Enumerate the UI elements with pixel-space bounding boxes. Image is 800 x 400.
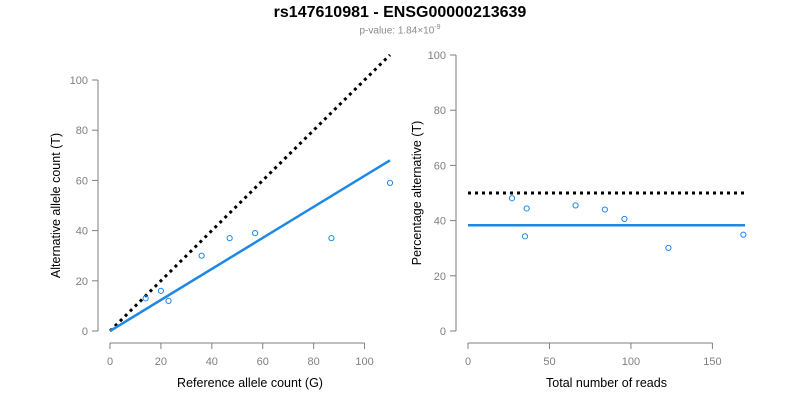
x-tick-label: 80 [308,356,320,368]
data-point [523,205,530,212]
data-point [226,235,233,242]
y-tick-label: 40 [76,226,88,238]
data-point [157,287,165,294]
y-tick-label: 20 [76,276,88,288]
x-tick-label: 0 [107,356,113,368]
y-axis-title: Alternative allele count (T) [49,133,63,278]
data-point [521,233,529,240]
data-point [601,206,608,213]
data-point [142,295,149,302]
x-tick-label: 20 [155,356,167,368]
fit-line [109,159,391,333]
data-point [165,297,172,304]
data-point [665,244,672,252]
x-tick-label: 150 [703,356,721,368]
data-point [572,202,579,209]
data-point [386,179,394,187]
y-tick-label: 0 [440,326,446,338]
x-axis-title: Total number of reads [546,376,667,390]
y-tick-label: 100 [70,75,88,87]
x-axis-title: Reference allele count (G) [177,376,323,390]
percentage-plot: 0 20 40 60 80 100 0 50 100 150 Total number of rea… [410,50,747,390]
x-tick-label: 0 [465,356,471,368]
pvalue-label: p-value: 1.84 [359,25,418,37]
data-point [251,230,259,237]
reference-line [108,53,392,333]
allele-count-plot: 0 20 40 60 80 100 0 20 40 60 80 100 Reference allele… [49,53,394,390]
pvalue-times: ×10 [417,25,435,37]
x-tick-label: 50 [543,356,555,368]
y-axis-title: Percentage alternative (T) [410,121,424,266]
y-tick-label: 60 [76,175,88,187]
x-tick-label: 60 [257,356,269,368]
data-point [328,235,335,242]
chart-subtitle: p-value: 1.84×10-9 [0,24,800,36]
data-point [740,231,747,238]
y-tick-label: 40 [434,216,446,228]
data-point [198,252,205,259]
y-tick-label: 60 [434,160,446,172]
data-point [621,215,628,223]
pvalue-exponent: -9 [434,24,441,31]
x-tick-label: 40 [206,356,218,368]
x-tick-label: 100 [355,356,373,368]
y-tick-label: 100 [428,50,446,62]
data-point [508,195,516,202]
chart-title: rs147610981 - ENSG00000213639 [273,4,527,21]
x-tick-label: 100 [622,356,640,368]
y-tick-label: 80 [434,105,446,117]
y-tick-label: 80 [76,125,88,137]
y-tick-label: 20 [434,271,446,283]
y-tick-label: 0 [82,326,88,338]
